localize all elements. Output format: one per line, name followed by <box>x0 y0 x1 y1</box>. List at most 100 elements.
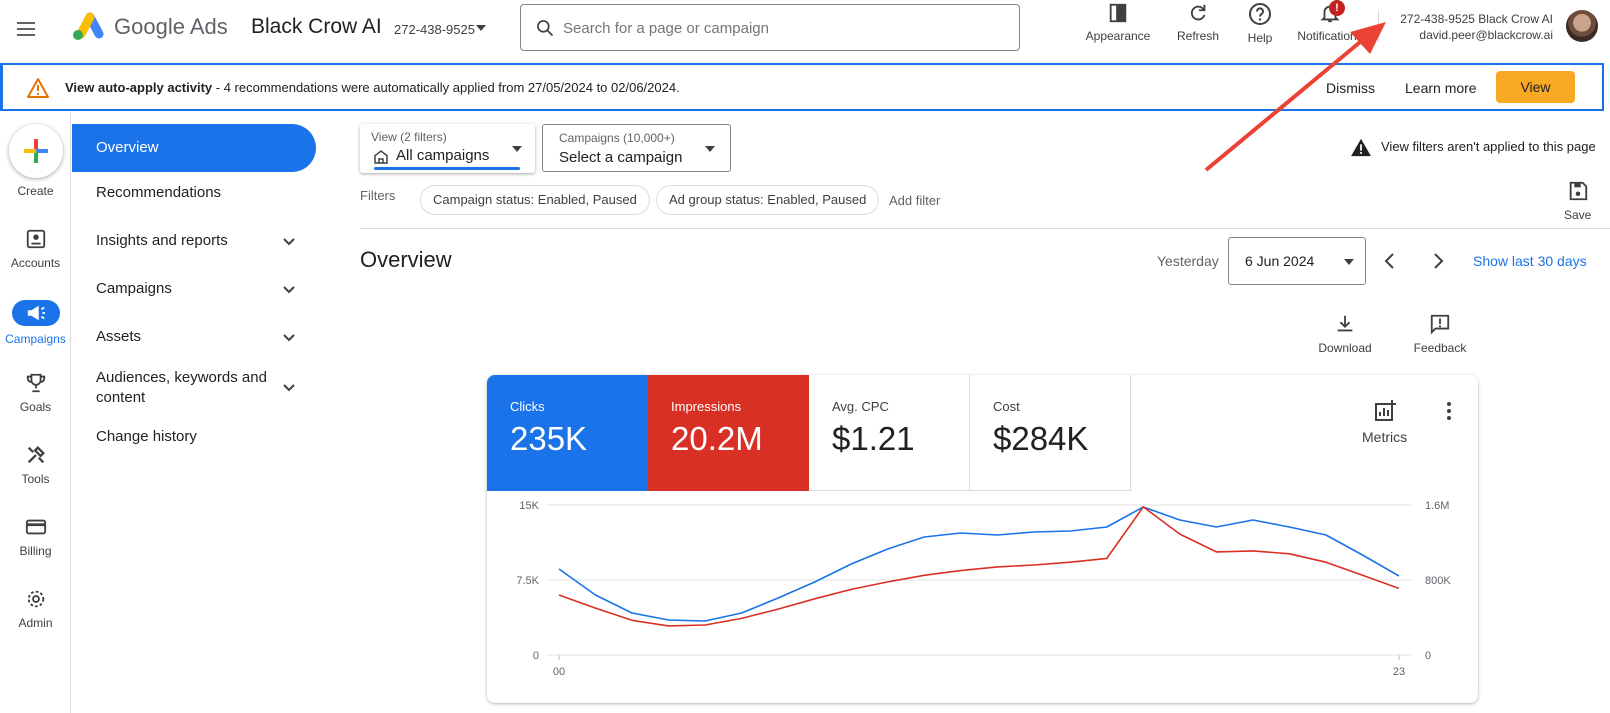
save-label: Save <box>1564 208 1592 222</box>
top-bar: Google Ads Black Crow AI 272-438-9525 Ap… <box>0 0 1610 62</box>
billing-label: Billing <box>19 544 52 558</box>
view-filter-caption: View (2 filters) <box>371 130 447 144</box>
account-info[interactable]: 272-438-9525 Black Crow AI david.peer@bl… <box>1385 11 1553 43</box>
account-dropdown-icon[interactable] <box>476 25 486 31</box>
nav-insights-label: Insights and reports <box>96 232 228 249</box>
metrics-button[interactable]: Metrics <box>1362 399 1407 445</box>
create-button[interactable]: Create <box>0 124 71 198</box>
account-info-line1: 272-438-9525 Black Crow AI <box>1400 12 1553 26</box>
view-filter-value: All campaigns <box>396 147 490 164</box>
page-title: Overview <box>360 247 452 272</box>
nav-overview-label: Overview <box>96 139 159 156</box>
add-filter-button[interactable]: Add filter <box>889 193 941 208</box>
nav-audiences-keywords-content[interactable]: Audiences, keywords and content <box>72 368 316 412</box>
view-filter-dropdown[interactable]: View (2 filters) All campaigns <box>360 124 535 173</box>
trophy-icon <box>26 373 45 393</box>
view-button[interactable]: View <box>1496 71 1575 103</box>
accounts-icon <box>26 229 45 249</box>
nav-change-history-label: Change history <box>96 428 197 445</box>
account-email: david.peer@blackcrow.ai <box>1419 28 1553 42</box>
annotation-arrow-icon <box>1204 22 1386 172</box>
help-label: Help <box>1247 31 1273 45</box>
campaign-selector-dropdown[interactable]: Campaigns (10,000+) Select a campaign <box>542 124 731 172</box>
y-left-tick-label: 15K <box>519 500 539 512</box>
banner-title-link[interactable]: View auto-apply activity <box>65 80 213 95</box>
hamburger-menu-icon[interactable] <box>14 17 38 41</box>
save-button[interactable]: Save <box>1564 180 1591 222</box>
nav-audiences-label: Audiences, keywords and content <box>96 368 267 408</box>
search-input[interactable] <box>563 15 1003 41</box>
view-filter-underline <box>374 167 520 170</box>
rail-admin[interactable]: Admin <box>0 588 71 630</box>
banner-detail: - 4 recommendations were automatically a… <box>212 80 680 95</box>
search-box[interactable] <box>520 4 1020 51</box>
tools-icon <box>27 446 45 464</box>
chevron-down-icon <box>283 334 295 342</box>
rail-billing[interactable]: Billing <box>0 516 71 558</box>
avatar[interactable] <box>1566 10 1598 42</box>
rail-campaigns[interactable]: Campaigns <box>0 300 71 346</box>
rail-tools[interactable]: Tools <box>0 444 71 486</box>
nav-change-history[interactable]: Change history <box>72 428 316 452</box>
auto-apply-banner: View auto-apply activity - 4 recommendat… <box>0 63 1604 111</box>
series-line-clicks <box>558 506 1400 622</box>
filters-label: Filters <box>360 188 396 203</box>
warning-icon <box>26 77 50 104</box>
metric-value: $1.21 <box>832 420 915 457</box>
plus-icon <box>23 139 48 163</box>
previous-period-icon[interactable] <box>1380 251 1400 271</box>
more-vert-icon[interactable] <box>1439 399 1459 423</box>
campaign-selector-value: Select a campaign <box>559 149 683 166</box>
campaigns-rail-label: Campaigns <box>5 332 66 346</box>
appearance-label: Appearance <box>1085 29 1151 43</box>
nav-insights-and-reports[interactable]: Insights and reports <box>72 232 316 256</box>
refresh-label: Refresh <box>1176 29 1220 43</box>
nav-overview[interactable]: Overview <box>72 124 316 172</box>
goals-label: Goals <box>19 400 52 414</box>
feedback-icon <box>1430 314 1450 335</box>
feedback-label: Feedback <box>1413 341 1467 355</box>
metric-name: Clicks <box>510 399 545 414</box>
metric-tile-cost[interactable]: Cost $284K <box>970 375 1131 491</box>
show-last-30-days-link[interactable]: Show last 30 days <box>1473 253 1587 269</box>
chevron-down-icon <box>283 286 295 294</box>
filter-chip-ad-group-status[interactable]: Ad group status: Enabled, Paused <box>656 185 880 215</box>
rail-accounts[interactable]: Accounts <box>0 228 71 270</box>
dismiss-button[interactable]: Dismiss <box>1326 80 1375 96</box>
refresh-button[interactable]: Refresh <box>1172 2 1224 50</box>
metric-tile-avg-cpc[interactable]: Avg. CPC $1.21 <box>809 375 970 491</box>
tools-label: Tools <box>21 472 50 486</box>
nav-recommendations[interactable]: Recommendations <box>72 184 316 208</box>
view-filters-note: View filters aren't applied to this page <box>1381 139 1596 154</box>
help-button[interactable]: Help <box>1240 2 1280 50</box>
divider <box>360 228 1610 229</box>
chevron-down-icon <box>283 238 295 246</box>
next-period-icon[interactable] <box>1428 251 1448 271</box>
nav-campaigns[interactable]: Campaigns <box>72 280 316 304</box>
feedback-button[interactable]: Feedback <box>1405 313 1475 355</box>
filter-chip-campaign-status[interactable]: Campaign status: Enabled, Paused <box>420 185 650 215</box>
rail-goals[interactable]: Goals <box>0 372 71 414</box>
banner-message: View auto-apply activity - 4 recommendat… <box>65 80 680 95</box>
download-button[interactable]: Download <box>1310 313 1380 355</box>
y-right-tick-label: 1.6M <box>1425 500 1449 512</box>
metric-tile-impressions[interactable]: Impressions 20.2M <box>648 375 809 491</box>
account-id[interactable]: 272-438-9525 <box>394 22 475 37</box>
account-name[interactable]: Black Crow AI <box>251 15 382 38</box>
left-rail: Create Accounts Campaigns Goals Tools Bi… <box>0 112 71 713</box>
metric-name: Cost <box>993 399 1020 414</box>
warning-filled-icon <box>1351 138 1371 157</box>
date-picker[interactable]: 6 Jun 2024 <box>1228 237 1366 285</box>
notification-badge: ! <box>1329 0 1345 16</box>
refresh-icon <box>1190 4 1206 21</box>
nav-campaigns-label: Campaigns <box>96 280 172 297</box>
y-left-tick-label: 0 <box>533 650 539 662</box>
nav-assets[interactable]: Assets <box>72 328 316 352</box>
learn-more-link[interactable]: Learn more <box>1405 80 1477 96</box>
download-label: Download <box>1318 341 1372 355</box>
appearance-button[interactable]: Appearance <box>1080 2 1156 50</box>
x-tick-label: 23 <box>1393 666 1405 678</box>
metric-tile-clicks[interactable]: Clicks 235K <box>487 375 648 491</box>
caret-down-icon <box>512 146 522 152</box>
